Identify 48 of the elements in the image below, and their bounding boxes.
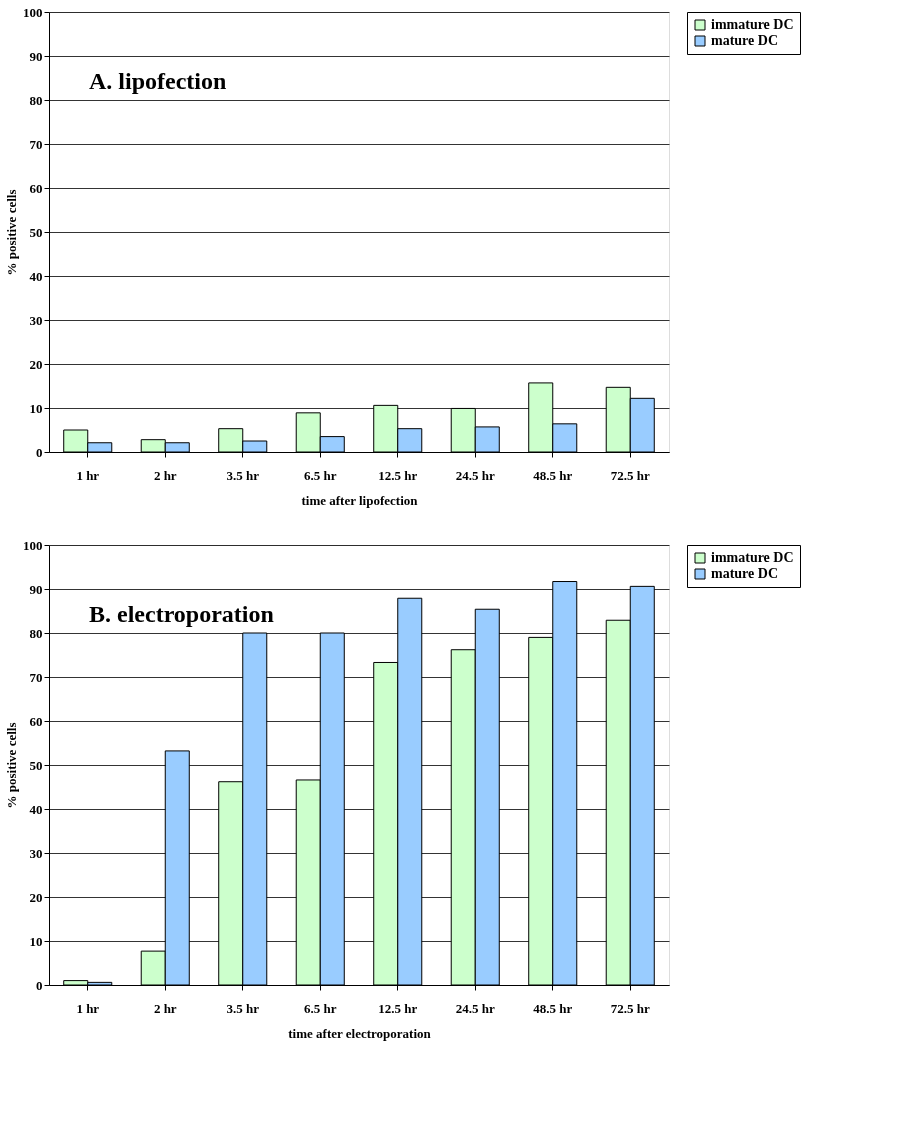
x-axis-title: time after electroporation <box>288 1025 432 1041</box>
x-tick-label: 2 hr <box>153 1000 177 1016</box>
y-tick-label: 90 <box>29 48 43 64</box>
x-tick-label: 6.5 hr <box>304 467 337 483</box>
x-tick-label: 1 hr <box>76 1000 100 1016</box>
y-tick-label: 100 <box>23 537 43 553</box>
y-tick-label: 70 <box>29 136 43 152</box>
y-tick-label: 20 <box>29 889 43 905</box>
y-axis-title: % positive cells <box>4 189 19 276</box>
y-tick-label: 60 <box>29 180 43 196</box>
x-tick-label: 48.5 hr <box>533 1000 573 1016</box>
annotation: B. electroporation <box>89 601 274 627</box>
x-tick-label: 24.5 hr <box>455 467 495 483</box>
x-tick-label: 3.5 hr <box>226 467 260 483</box>
y-tick-label: 0 <box>36 977 43 993</box>
y-axis-title: % positive cells <box>4 722 19 809</box>
y-tick-label: 40 <box>29 268 43 284</box>
y-tick-label: 20 <box>29 356 43 372</box>
y-tick-label: 100 <box>23 4 43 20</box>
y-tick-label: 10 <box>29 933 43 949</box>
legend-label: immature DC <box>711 17 794 32</box>
x-tick-label: 24.5 hr <box>455 1000 495 1016</box>
y-tick-label: 0 <box>36 444 43 460</box>
y-tick-label: 30 <box>29 845 43 861</box>
y-tick-label: 50 <box>29 757 43 773</box>
y-tick-label: 60 <box>29 713 43 729</box>
x-tick-label: 72.5 hr <box>610 467 650 483</box>
x-tick-label: 12.5 hr <box>378 467 418 483</box>
x-tick-label: 48.5 hr <box>533 467 573 483</box>
y-tick-label: 70 <box>29 669 43 685</box>
x-tick-label: 72.5 hr <box>610 1000 650 1016</box>
y-tick-label: 90 <box>29 581 43 597</box>
y-tick-label: 80 <box>29 92 43 108</box>
legend-label: mature DC <box>711 33 779 48</box>
y-tick-label: 80 <box>29 625 43 641</box>
y-tick-label: 30 <box>29 312 43 328</box>
y-tick-label: 40 <box>29 801 43 817</box>
y-tick-label: 10 <box>29 400 43 416</box>
x-tick-label: 12.5 hr <box>378 1000 418 1016</box>
x-tick-label: 3.5 hr <box>226 1000 260 1016</box>
annotation: A. lipofection <box>89 68 227 94</box>
legend-label: immature DC <box>711 550 794 565</box>
x-tick-label: 2 hr <box>153 467 177 483</box>
y-tick-label: 50 <box>29 224 43 240</box>
x-tick-label: 1 hr <box>76 467 100 483</box>
x-axis-title: time after lipofection <box>301 492 419 508</box>
legend-label: mature DC <box>711 566 779 581</box>
x-tick-label: 6.5 hr <box>304 1000 337 1016</box>
